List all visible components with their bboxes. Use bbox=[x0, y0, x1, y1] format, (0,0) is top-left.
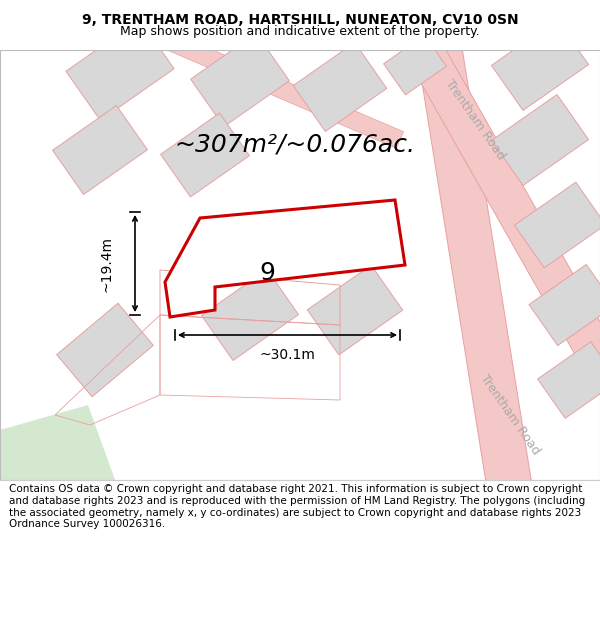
Text: 9: 9 bbox=[259, 261, 275, 286]
Polygon shape bbox=[53, 106, 148, 194]
Text: ~30.1m: ~30.1m bbox=[260, 348, 316, 362]
Text: ~307m²/~0.076ac.: ~307m²/~0.076ac. bbox=[175, 133, 415, 157]
Text: Trentham Road: Trentham Road bbox=[443, 78, 508, 162]
Text: Contains OS data © Crown copyright and database right 2021. This information is : Contains OS data © Crown copyright and d… bbox=[9, 484, 585, 529]
Polygon shape bbox=[491, 94, 589, 186]
Text: 9, TRENTHAM ROAD, HARTSHILL, NUNEATON, CV10 0SN: 9, TRENTHAM ROAD, HARTSHILL, NUNEATON, C… bbox=[82, 12, 518, 26]
Polygon shape bbox=[491, 19, 589, 111]
Polygon shape bbox=[191, 33, 289, 127]
Polygon shape bbox=[56, 303, 154, 397]
Text: ~19.4m: ~19.4m bbox=[100, 236, 114, 291]
Polygon shape bbox=[408, 0, 532, 494]
Text: Map shows position and indicative extent of the property.: Map shows position and indicative extent… bbox=[120, 24, 480, 38]
Text: Trentham Road: Trentham Road bbox=[478, 372, 542, 458]
Polygon shape bbox=[538, 342, 600, 418]
Polygon shape bbox=[46, 0, 404, 148]
Polygon shape bbox=[0, 405, 115, 480]
Polygon shape bbox=[293, 42, 387, 131]
Polygon shape bbox=[529, 264, 600, 346]
Polygon shape bbox=[165, 200, 405, 317]
Polygon shape bbox=[514, 182, 600, 268]
Polygon shape bbox=[202, 269, 299, 361]
Polygon shape bbox=[373, 0, 600, 369]
Polygon shape bbox=[307, 265, 403, 355]
Polygon shape bbox=[66, 19, 174, 121]
Polygon shape bbox=[383, 35, 446, 95]
Polygon shape bbox=[161, 113, 250, 197]
